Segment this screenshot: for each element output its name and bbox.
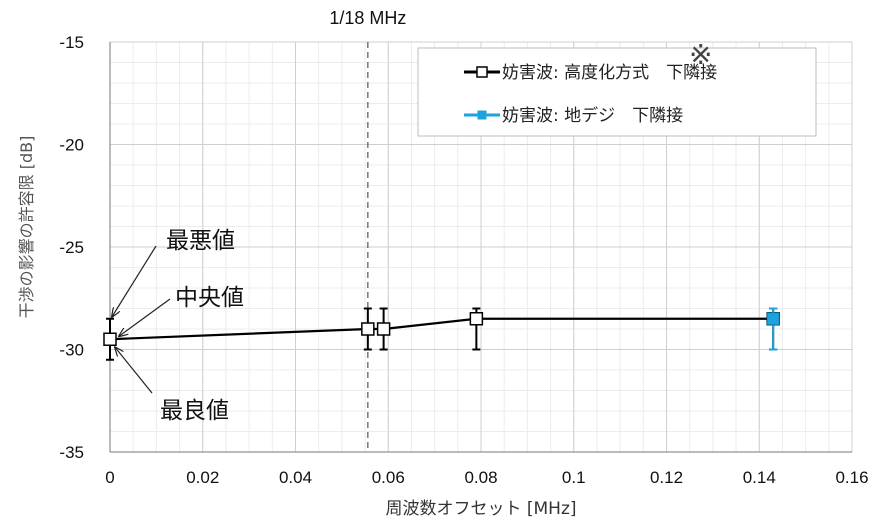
x-tick-label: 0 (105, 468, 114, 487)
y-tick-label: -35 (59, 443, 84, 462)
annotation-label-worst: 最悪値 (166, 228, 235, 254)
annotation-arrow-best (115, 347, 153, 394)
x-tick-label: 0.14 (743, 468, 776, 487)
axes: 0 0.02 0.04 0.06 0.08 0.1 0.12 0.14 0.16 -15 -20 -2… (17, 33, 869, 519)
data-point (361, 322, 375, 336)
legend-label-2: 妨害波: 地デジ 下隣接 (502, 105, 683, 126)
annotation-label-best: 最良値 (160, 398, 229, 424)
series-1 (103, 307, 780, 361)
annotation-label-median: 中央値 (175, 285, 244, 311)
reference-line-label: 1/18 MHz (329, 8, 406, 28)
series-group (103, 307, 780, 361)
data-point (103, 332, 117, 346)
reference-line-group: 1/18 MHz (329, 8, 406, 452)
y-tick-label: -25 (59, 238, 84, 257)
legend-marker-1 (476, 66, 488, 78)
x-axis-title: 周波数オフセット [MHz] (385, 499, 576, 519)
x-tick-label: 0.08 (464, 468, 497, 487)
annotation-arrow-worst (112, 245, 157, 317)
data-point (469, 312, 484, 326)
data-point (766, 312, 780, 326)
x-tick-label: 0.06 (372, 468, 405, 487)
x-tick-label: 0.04 (279, 468, 312, 487)
x-tick-label: 0.16 (835, 468, 868, 487)
legend-box (417, 47, 817, 137)
legend-label-1: 妨害波: 高度化方式 下隣接 (502, 63, 717, 83)
y-tick-label: -15 (59, 33, 84, 52)
x-tick-label: 0.02 (186, 468, 219, 487)
series-2 (766, 307, 780, 351)
note-mark: ※ (689, 38, 712, 71)
data-point (376, 322, 391, 336)
x-tick-label: 0.12 (650, 468, 683, 487)
y-tick-label: -20 (59, 136, 84, 155)
y-tick-label: -30 (59, 341, 84, 360)
legend-marker-2 (477, 110, 487, 120)
grid (109, 41, 853, 453)
annotation-arrow-median (119, 298, 171, 336)
y-axis-title: 干渉の影響の許容限 [dB] (17, 136, 36, 319)
x-tick-label: 0.1 (562, 468, 586, 487)
